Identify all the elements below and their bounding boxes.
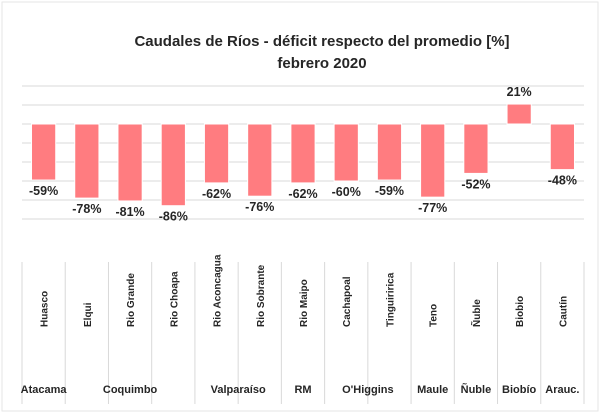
data-label: -77% (418, 201, 447, 215)
bar-rio-sobrante (247, 123, 273, 197)
data-label: -62% (202, 187, 231, 201)
bar-teno (420, 123, 446, 198)
region-label: Arauc. (545, 384, 579, 396)
category-label: Cachapoal (342, 276, 353, 327)
category-label: Tinguiririca (385, 272, 396, 327)
bar-biobio (506, 103, 532, 125)
category-label: Ñuble (470, 299, 483, 327)
data-label: -59% (375, 184, 404, 198)
bar-ñuble (463, 123, 489, 174)
data-label: -59% (29, 184, 58, 198)
bar-tinguiririca (376, 123, 403, 181)
region-label: Coquimbo (103, 384, 158, 396)
data-label: -60% (332, 185, 361, 199)
chart-subtitle: febrero 2020 (277, 55, 366, 72)
bars (31, 103, 575, 207)
data-label: 21% (507, 85, 532, 99)
data-label: -62% (288, 187, 317, 201)
category-label: Rio Choapa (169, 271, 180, 327)
bar-cachapoal (333, 123, 359, 182)
category-label: Teno (429, 304, 440, 327)
region-label: Valparaíso (211, 384, 266, 396)
category-label: Rio Grande (126, 273, 137, 327)
region-label: Ñuble (461, 383, 492, 396)
data-label: -78% (72, 202, 101, 216)
region-label: O'Higgins (342, 384, 394, 396)
category-label: Rio Aconcagua (213, 254, 224, 327)
bar-huasco (31, 123, 57, 181)
region-labels: Atacama Coquimbo Valparaíso RM O'Higgins Maul… (21, 383, 580, 396)
category-label: Rio Maipo (299, 279, 310, 327)
data-label: -52% (461, 177, 490, 191)
data-label: -81% (115, 205, 144, 219)
gridlines (21, 85, 585, 404)
bar-rio-grande (117, 123, 143, 202)
category-label: Cautín (558, 296, 569, 327)
chart-title: Caudales de Ríos - déficit respecto del … (134, 33, 509, 50)
bar-rio-aconcagua (203, 123, 230, 184)
data-label: -76% (245, 200, 274, 214)
region-label: Atacama (21, 384, 68, 396)
region-label: Maule (417, 384, 448, 396)
category-label: Rio Sobrante (256, 264, 267, 327)
category-labels: Huasco Elqui Rio Grande Rio Choapa Rio Aconc… (40, 254, 570, 327)
bar-cautín (549, 123, 575, 171)
data-label: -86% (159, 210, 188, 224)
category-label: Biobio (515, 296, 526, 327)
bar-elqui (74, 123, 100, 199)
region-label: Biobío (502, 384, 536, 396)
category-label: Elqui (83, 302, 94, 327)
data-labels: -59% -78% -81% -86% -62% -76% -62% -60% -59% -77%… (29, 85, 577, 224)
bar-rio-choapa (160, 123, 186, 207)
region-label: RM (294, 384, 311, 396)
category-label: Huasco (40, 291, 51, 327)
bar-rio-maipo (290, 123, 316, 184)
data-label: -48% (548, 174, 577, 188)
